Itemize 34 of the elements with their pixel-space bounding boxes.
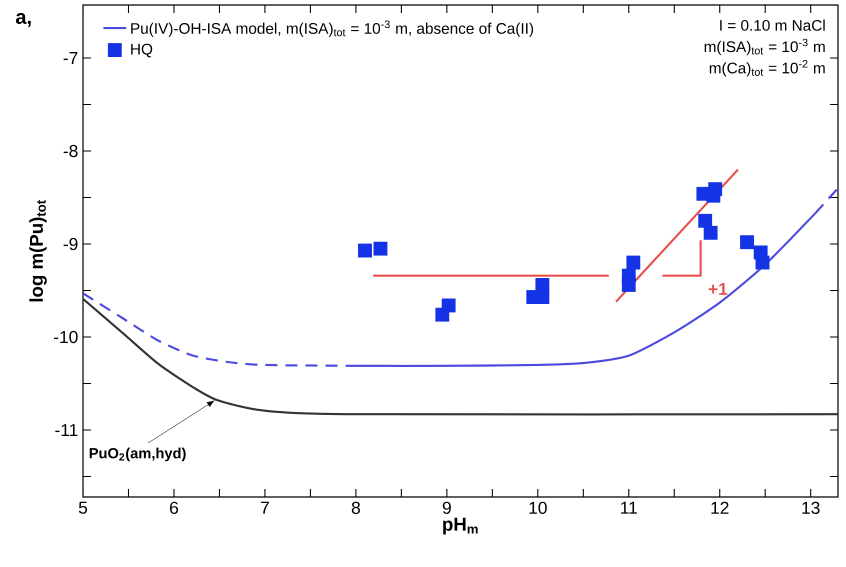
line-series bbox=[83, 298, 838, 416]
y-tick-label: -10 bbox=[54, 330, 78, 344]
x-tick-label: 13 bbox=[802, 502, 820, 514]
x-tick-label: 11 bbox=[621, 502, 637, 514]
point bbox=[374, 242, 388, 256]
point bbox=[704, 226, 718, 240]
x-tick-label: 8 bbox=[352, 502, 360, 514]
x-axis-title: pH$_{m}$ bbox=[443, 518, 478, 534]
y-tick-label: -9 bbox=[64, 238, 78, 250]
point bbox=[435, 308, 450, 322]
x-tick-label: 5 bbox=[78, 502, 88, 514]
x-tick-label: 9 bbox=[442, 502, 451, 514]
y-tick-label: -11 bbox=[55, 424, 78, 436]
y-tick-label: -8 bbox=[64, 144, 78, 158]
annotation: PuO$_{2}$(am,hyd) bbox=[90, 448, 186, 462]
x-tick-label: 6 bbox=[170, 502, 178, 514]
point bbox=[622, 278, 636, 292]
point bbox=[698, 214, 712, 228]
point bbox=[740, 235, 754, 250]
point bbox=[756, 256, 770, 270]
text: a, bbox=[16, 13, 31, 27]
y-axis-title: log m(Pu)$_{tot}$ bbox=[29, 200, 47, 302]
legend-label: HQ bbox=[131, 44, 152, 58]
legend-label: Pu(IV)-OH-ISA model, m(ISA)$_{tot}$ = 10$^{-3}$ m, absence of Ca(II) bbox=[131, 20, 534, 37]
point bbox=[626, 256, 640, 270]
annotation: I = 0.10 m NaCl bbox=[720, 20, 825, 31]
annotation: m(ISA)$_{tot}$ = 10$^{-3}$ m bbox=[704, 38, 825, 56]
annotation: +1 bbox=[708, 283, 728, 295]
annotation: m(Ca)$_{tot}$ = 10$^{-2}$ m bbox=[710, 60, 825, 76]
y-tick-label: -7 bbox=[64, 52, 78, 64]
point bbox=[358, 244, 372, 258]
x-tick-label: 10 bbox=[529, 502, 547, 514]
x-tick-label: 7 bbox=[261, 502, 269, 514]
x-tick-label: 12 bbox=[711, 502, 728, 514]
